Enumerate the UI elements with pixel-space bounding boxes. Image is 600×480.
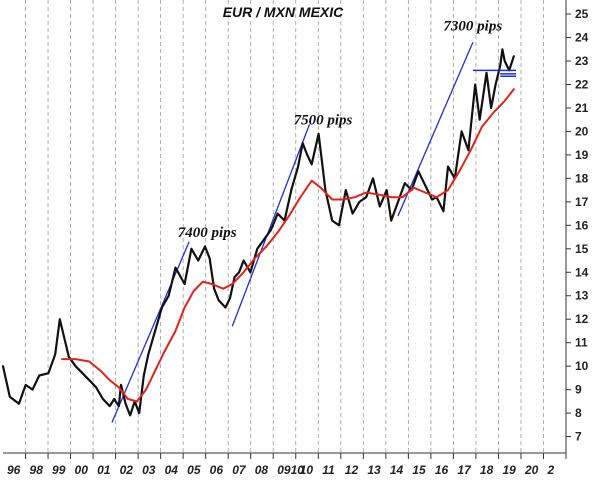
- x-tick-label: 06: [210, 463, 224, 477]
- x-tick-label: 02: [120, 463, 134, 477]
- x-tick-label: 05: [187, 463, 201, 477]
- x-tick-label: 10: [300, 463, 314, 477]
- x-tick-label: 98: [30, 463, 44, 477]
- y-tick-label: 13: [575, 289, 589, 303]
- trendline: [231, 124, 311, 327]
- y-tick-label: 9: [575, 383, 582, 397]
- x-tick-label: 2: [546, 463, 554, 477]
- x-tick-label: 17: [457, 463, 472, 477]
- chart-title: EUR / MXN MEXIC: [223, 4, 344, 20]
- y-tick-label: 18: [575, 171, 589, 185]
- annotations: 7400 pips 7500 pips 7300 pips: [178, 19, 503, 242]
- x-tick-label: 07: [232, 463, 247, 477]
- y-tick-label: 8: [575, 406, 582, 420]
- x-tick-label: 18: [480, 463, 494, 477]
- annotation-label: 7500 pips: [294, 112, 353, 128]
- y-tick-label: 24: [575, 31, 589, 45]
- price-line: [1, 48, 515, 417]
- series-lines: [1, 48, 515, 417]
- y-tick-label: 12: [575, 312, 589, 326]
- y-tick-label: 16: [575, 218, 589, 232]
- y-axis-ticks: 7 8 9 10 11 12 13 14 15 16 17 18 19 20 21 22 23 24 25: [566, 7, 589, 444]
- x-tick-label: 16: [435, 463, 449, 477]
- trendline: [111, 241, 190, 423]
- trendline: [397, 41, 474, 217]
- y-tick-label: 10: [575, 359, 589, 373]
- y-tick-label: 20: [575, 124, 589, 138]
- x-tick-label: 13: [367, 463, 381, 477]
- x-tick-label: 03: [142, 463, 156, 477]
- x-tick-label: 20: [524, 463, 539, 477]
- y-tick-label: 14: [575, 265, 589, 279]
- vertical-gridlines: [25, 0, 544, 453]
- y-tick-label: 15: [575, 242, 589, 256]
- x-tick-label: 00: [75, 463, 89, 477]
- x-tick-label: 0910: [277, 463, 304, 477]
- x-tick-label: 08: [255, 463, 269, 477]
- x-tick-label: 96: [7, 463, 21, 477]
- annotation-label: 7400 pips: [178, 225, 237, 241]
- x-tick-label: 14: [390, 463, 404, 477]
- trendlines: [111, 41, 474, 423]
- x-tick-label: 15: [412, 463, 426, 477]
- y-tick-label: 19: [575, 148, 589, 162]
- y-tick-label: 25: [575, 7, 589, 21]
- annotation-label: 7300 pips: [443, 19, 502, 35]
- moving-average-line: [61, 88, 515, 403]
- y-tick-label: 21: [575, 101, 589, 115]
- x-tick-label: 19: [502, 463, 516, 477]
- resistance-lines: [472, 69, 517, 78]
- y-tick-label: 23: [575, 54, 589, 68]
- x-tick-label: 12: [345, 463, 359, 477]
- y-tick-label: 7: [575, 430, 582, 444]
- y-tick-label: 17: [575, 195, 589, 209]
- x-tick-label: 01: [97, 463, 111, 477]
- x-tick-label: 04: [165, 463, 179, 477]
- x-tick-label: 99: [52, 463, 66, 477]
- y-tick-label: 11: [575, 336, 588, 350]
- x-tick-label: 11: [322, 463, 335, 477]
- y-tick-label: 22: [575, 77, 589, 91]
